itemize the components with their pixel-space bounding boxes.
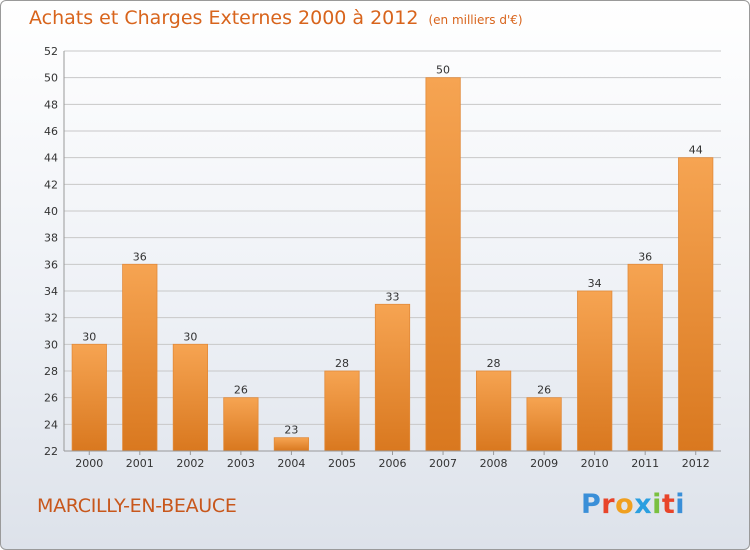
bar-2002 xyxy=(172,343,208,452)
x-tick-label: 2012 xyxy=(682,457,710,470)
bar-2004 xyxy=(273,437,310,452)
bar-2007 xyxy=(425,77,461,452)
y-tick-label: 48 xyxy=(44,98,58,111)
y-tick-label: 22 xyxy=(44,445,58,458)
data-label: 30 xyxy=(82,330,96,343)
chart-title-text: Achats et Charges Externes 2000 à 2012 xyxy=(29,7,419,29)
logo-letter: x xyxy=(634,489,653,520)
chart-title: Achats et Charges Externes 2000 à 2012 (e… xyxy=(29,7,523,29)
y-tick-label: 32 xyxy=(44,312,58,325)
data-label: 34 xyxy=(588,277,602,290)
x-tick-label: 2006 xyxy=(379,457,407,470)
bar-2011 xyxy=(627,263,663,452)
data-label: 36 xyxy=(638,250,652,263)
y-tick-label: 44 xyxy=(44,152,58,165)
x-tick-label: 2005 xyxy=(328,457,356,470)
data-label: 30 xyxy=(183,330,197,343)
y-tick-label: 40 xyxy=(44,205,58,218)
x-tick-label: 2008 xyxy=(480,457,508,470)
x-tick-label: 2011 xyxy=(631,457,659,470)
bar-2000 xyxy=(71,343,107,452)
bar-2009 xyxy=(526,397,562,452)
axes: 22 24 26 28 30 32 34 36 38 40 42 44 46 48 50 52 30 2000 36… xyxy=(44,45,721,470)
logo-letter: o xyxy=(615,489,635,520)
data-label: 36 xyxy=(133,250,147,263)
logo-letter: i xyxy=(675,489,686,520)
y-tick-label: 50 xyxy=(44,72,58,85)
data-label: 26 xyxy=(537,384,551,397)
x-tick-label: 2009 xyxy=(530,457,558,470)
y-tick-label: 30 xyxy=(44,338,58,351)
logo-letter: i xyxy=(652,489,662,520)
y-tick-label: 52 xyxy=(44,45,58,58)
data-label: 44 xyxy=(689,144,703,157)
y-tick-label: 26 xyxy=(44,392,58,405)
data-label: 26 xyxy=(234,384,248,397)
bar-2008 xyxy=(475,370,512,452)
x-tick-label: 2010 xyxy=(581,457,609,470)
chart-unit: (en milliers d'€) xyxy=(428,13,523,27)
logo-letter: r xyxy=(601,489,616,520)
x-tick-label: 2001 xyxy=(126,457,154,470)
data-label: 33 xyxy=(386,290,400,303)
data-label: 28 xyxy=(335,357,349,370)
y-tick-label: 36 xyxy=(44,258,58,271)
bar-2006 xyxy=(374,303,411,452)
bar-2012 xyxy=(678,157,714,452)
x-tick-label: 2002 xyxy=(176,457,204,470)
bar-2010 xyxy=(577,290,613,452)
y-tick-label: 38 xyxy=(44,232,58,245)
y-tick-label: 24 xyxy=(44,418,58,431)
bar-2003 xyxy=(223,397,259,452)
bar-2005 xyxy=(324,370,360,452)
x-tick-label: 2000 xyxy=(75,457,103,470)
proxiti-logo[interactable]: Proxiti xyxy=(581,489,685,520)
x-tick-label: 2003 xyxy=(227,457,255,470)
bar-2001 xyxy=(122,263,158,452)
y-tick-label: 28 xyxy=(44,365,58,378)
data-label: 50 xyxy=(436,64,450,77)
x-tick-label: 2007 xyxy=(429,457,457,470)
logo-letter: t xyxy=(661,489,676,520)
x-tick-label: 2004 xyxy=(277,457,305,470)
logo-letter: P xyxy=(581,489,602,520)
data-label: 28 xyxy=(487,357,501,370)
y-tick-label: 46 xyxy=(44,125,58,138)
town-name: MARCILLY-EN-BEAUCE xyxy=(37,495,237,517)
data-label: 23 xyxy=(284,424,298,437)
bars xyxy=(71,77,714,452)
y-tick-label: 42 xyxy=(44,178,58,191)
y-tick-label: 34 xyxy=(44,285,58,298)
